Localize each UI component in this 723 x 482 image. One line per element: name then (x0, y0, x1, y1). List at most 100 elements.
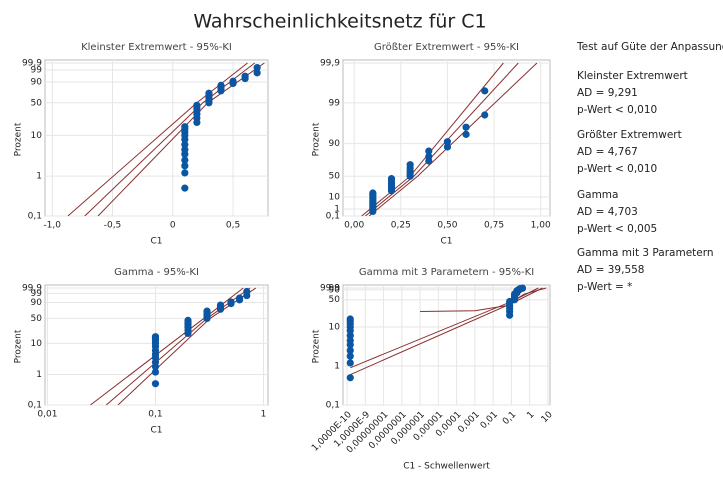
data-point (462, 130, 470, 138)
y-axis-label: Prozent (312, 122, 322, 156)
panel-title: Gamma - 95%-KI (114, 267, 199, 278)
y-tick-label: 99 (329, 98, 341, 108)
data-point (369, 189, 377, 197)
data-point (235, 294, 244, 302)
data-point (243, 287, 251, 296)
x-tick-label: 0,50 (437, 221, 457, 231)
gof-line: p-Wert < 0,005 (577, 223, 657, 235)
x-tick-label: 0 (170, 221, 176, 231)
fit-line (420, 287, 547, 312)
x-tick-label: 0,01 (479, 410, 500, 431)
data-point (181, 156, 189, 164)
data-point (346, 374, 354, 382)
y-tick-label: 90 (31, 78, 43, 88)
x-tick-label: 0,01 (37, 410, 57, 420)
y-tick-label: 1 (36, 172, 42, 182)
y-tick-label: 99 (329, 284, 341, 294)
plot-area (342, 284, 551, 406)
y-tick-label: 90 (31, 298, 43, 308)
gof-line: p-Wert = * (577, 281, 632, 293)
gof-line: AD = 9,291 (577, 87, 638, 99)
y-tick-label: 99,9 (22, 59, 42, 69)
y-tick-label: 90 (329, 139, 341, 149)
data-point (346, 359, 354, 367)
x-tick-label: 10 (540, 410, 555, 425)
data-point (443, 143, 452, 151)
x-tick-label: 0,75 (484, 221, 504, 231)
x-tick-label: 0,1 (501, 410, 518, 427)
gof-line: Gamma (577, 189, 618, 201)
data-point (481, 111, 489, 119)
y-tick-label: 0,1 (28, 401, 42, 411)
y-tick-label: 50 (31, 314, 43, 324)
gof-line: AD = 4,703 (577, 206, 638, 218)
data-point (184, 316, 192, 324)
y-tick-label: 10 (329, 192, 341, 202)
gof-title: Test auf Güte der Anpassung (576, 41, 723, 53)
x-axis-label: C1 (440, 237, 452, 247)
panel-title: Gamma mit 3 Parametern - 95%-KI (359, 267, 534, 278)
y-tick-label: 0,1 (28, 212, 42, 222)
x-tick-label: -1,0 (43, 221, 61, 231)
y-tick-label: 99,9 (320, 59, 340, 69)
fit-line (365, 62, 519, 216)
data-point (193, 101, 201, 109)
x-axis-label: C1 (150, 426, 162, 436)
panel-title: Kleinster Extremwert - 95%-KI (81, 42, 232, 53)
data-point (241, 72, 249, 80)
y-tick-label: 0,1 (326, 401, 340, 411)
x-tick-label: 0,1 (148, 410, 162, 420)
x-tick-label: 0,001 (456, 410, 481, 435)
gof-line: Gamma mit 3 Parametern (577, 247, 714, 259)
data-point (227, 298, 235, 306)
data-point (181, 146, 189, 154)
data-point (425, 147, 433, 155)
data-point (181, 169, 189, 177)
y-tick-label: 1 (334, 204, 340, 214)
data-point (406, 161, 414, 169)
x-axis-label: C1 (150, 237, 162, 247)
data-point (387, 175, 396, 183)
x-tick-label: 1 (525, 410, 536, 421)
y-tick-label: 99,9 (22, 284, 42, 294)
fit-line (368, 62, 538, 216)
x-tick-label: 1,00 (531, 221, 551, 231)
gof-line: AD = 39,558 (577, 264, 644, 276)
data-point (151, 368, 160, 376)
y-tick-label: 10 (329, 322, 341, 332)
y-tick-label: 50 (329, 172, 341, 182)
data-point (181, 162, 189, 170)
page-title: Wahrscheinlichkeitsnetz für C1 (193, 11, 486, 33)
y-tick-label: 0,1 (326, 212, 340, 222)
y-tick-label: 99 (31, 289, 43, 299)
data-point (151, 380, 160, 388)
y-axis-label: Prozent (14, 122, 24, 156)
y-tick-label: 50 (31, 98, 43, 108)
data-point (425, 152, 433, 161)
y-tick-label: 1 (334, 361, 340, 371)
y-tick-label: 50 (329, 295, 341, 305)
data-point (205, 89, 213, 97)
data-point (443, 138, 452, 146)
data-point (151, 333, 160, 341)
data-point (346, 346, 354, 355)
y-tick-label: 99 (31, 66, 43, 76)
panel-title: Größter Extremwert - 95%-KI (374, 42, 519, 53)
y-tick-label: 90 (329, 285, 341, 295)
y-tick-label: 10 (31, 131, 43, 141)
plot-area (342, 59, 551, 217)
x-tick-label: 0,00 (344, 221, 364, 231)
data-point (217, 81, 225, 89)
data-point (481, 87, 489, 95)
data-point (253, 63, 261, 72)
gof-line: Kleinster Extremwert (577, 70, 688, 82)
gof-line: p-Wert < 0,010 (577, 163, 657, 175)
fit-line (84, 62, 256, 216)
data-point (181, 141, 189, 149)
y-tick-label: 10 (31, 339, 43, 349)
gof-line: AD = 4,767 (577, 146, 638, 158)
x-tick-label: -0,5 (104, 221, 122, 231)
data-point (253, 69, 261, 77)
data-point (229, 77, 237, 85)
